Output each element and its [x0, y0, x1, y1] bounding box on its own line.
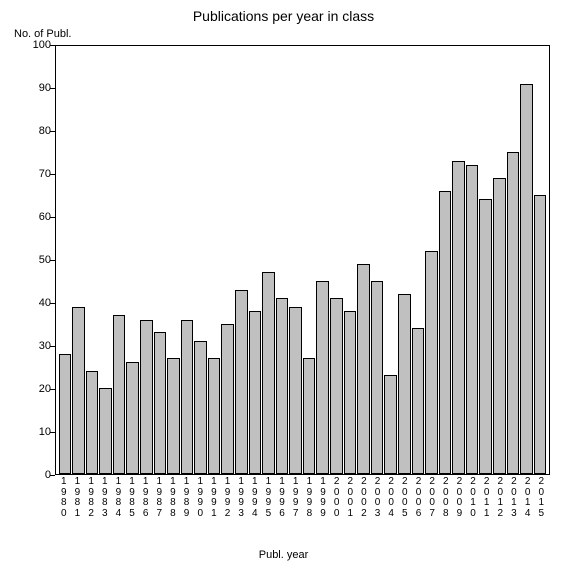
x-tick-label: 1 9 9 5: [262, 477, 276, 519]
x-tick-label: 1 9 9 6: [275, 477, 289, 519]
x-tick-label: 2 0 0 5: [398, 477, 412, 519]
x-tick-label: 1 9 8 5: [125, 477, 139, 519]
plot-area: [55, 45, 550, 475]
x-tick-label: 1 9 8 1: [71, 477, 85, 519]
bar: [330, 298, 343, 474]
bar: [167, 358, 180, 474]
x-axis-label: Publ. year: [0, 549, 567, 561]
x-tick-label: 2 0 0 7: [425, 477, 439, 519]
x-tick-label: 2 0 1 5: [534, 477, 548, 519]
bar: [479, 199, 492, 474]
bar: [181, 320, 194, 474]
bar: [493, 178, 506, 474]
bar: [466, 165, 479, 474]
bar: [520, 84, 533, 474]
x-tick-label: 1 9 8 4: [112, 477, 126, 519]
bar: [72, 307, 85, 474]
x-tick-label: 1 9 9 8: [303, 477, 317, 519]
x-tick-label: 2 0 1 1: [480, 477, 494, 519]
x-tick-label: 1 9 8 3: [98, 477, 112, 519]
bar: [154, 332, 167, 474]
chart-container: Publications per year in class No. of Pu…: [0, 0, 567, 567]
x-tick-label: 2 0 0 2: [357, 477, 371, 519]
x-tick-label: 2 0 0 1: [343, 477, 357, 519]
bar: [99, 388, 112, 474]
x-tick-label: 1 9 8 9: [180, 477, 194, 519]
y-tick-label: 0: [21, 469, 51, 481]
bar: [140, 320, 153, 474]
x-tick-label: 1 9 9 1: [207, 477, 221, 519]
bar: [357, 264, 370, 474]
bar: [86, 371, 99, 474]
y-tick-label: 60: [21, 211, 51, 223]
x-tick-label: 1 9 8 0: [57, 477, 71, 519]
bar: [235, 290, 248, 474]
x-tick-label: 2 0 0 3: [371, 477, 385, 519]
x-tick-label: 1 9 9 9: [316, 477, 330, 519]
y-tick-label: 90: [21, 82, 51, 94]
x-tick-label: 2 0 1 0: [466, 477, 480, 519]
bar: [412, 328, 425, 474]
bar: [262, 272, 275, 474]
y-tick-label: 100: [21, 39, 51, 51]
bar: [249, 311, 262, 474]
bar: [126, 362, 139, 474]
y-tick-label: 80: [21, 125, 51, 137]
bar: [194, 341, 207, 474]
y-tick-label: 10: [21, 426, 51, 438]
x-tick-label: 2 0 1 2: [494, 477, 508, 519]
bar: [384, 375, 397, 474]
bar: [221, 324, 234, 474]
x-tick-label: 1 9 8 8: [166, 477, 180, 519]
x-tick-label: 1 9 9 7: [289, 477, 303, 519]
bar: [316, 281, 329, 474]
chart-title: Publications per year in class: [0, 8, 567, 24]
bar: [507, 152, 520, 474]
bar: [276, 298, 289, 474]
x-tick-label: 1 9 9 0: [193, 477, 207, 519]
bar: [452, 161, 465, 474]
x-tick-label: 1 9 8 6: [139, 477, 153, 519]
bar: [113, 315, 126, 474]
x-tick-label: 1 9 8 2: [84, 477, 98, 519]
x-tick-label: 2 0 0 4: [384, 477, 398, 519]
x-tick-label: 2 0 0 8: [439, 477, 453, 519]
x-tick-label: 2 0 1 4: [521, 477, 535, 519]
bar: [59, 354, 72, 474]
x-tick-label: 1 9 9 2: [221, 477, 235, 519]
bars-wrap: [56, 46, 549, 474]
y-tick-label: 30: [21, 340, 51, 352]
bar: [398, 294, 411, 474]
x-tick-label: 2 0 1 3: [507, 477, 521, 519]
x-tick-label: 2 0 0 9: [453, 477, 467, 519]
x-tick-label: 2 0 0 6: [412, 477, 426, 519]
y-tick-label: 70: [21, 168, 51, 180]
x-tick-label: 1 9 9 3: [234, 477, 248, 519]
y-tick-label: 20: [21, 383, 51, 395]
y-tick: [50, 475, 55, 476]
x-tick-label: 2 0 0 0: [330, 477, 344, 519]
bar: [303, 358, 316, 474]
bar: [371, 281, 384, 474]
bar: [344, 311, 357, 474]
x-labels: 1 9 8 01 9 8 11 9 8 21 9 8 31 9 8 41 9 8…: [55, 477, 550, 519]
x-tick-label: 1 9 9 4: [248, 477, 262, 519]
y-tick-label: 50: [21, 254, 51, 266]
bar: [439, 191, 452, 474]
bar: [208, 358, 221, 474]
bar: [425, 251, 438, 474]
x-tick-label: 1 9 8 7: [152, 477, 166, 519]
y-tick-label: 40: [21, 297, 51, 309]
bar: [534, 195, 547, 474]
bar: [289, 307, 302, 474]
